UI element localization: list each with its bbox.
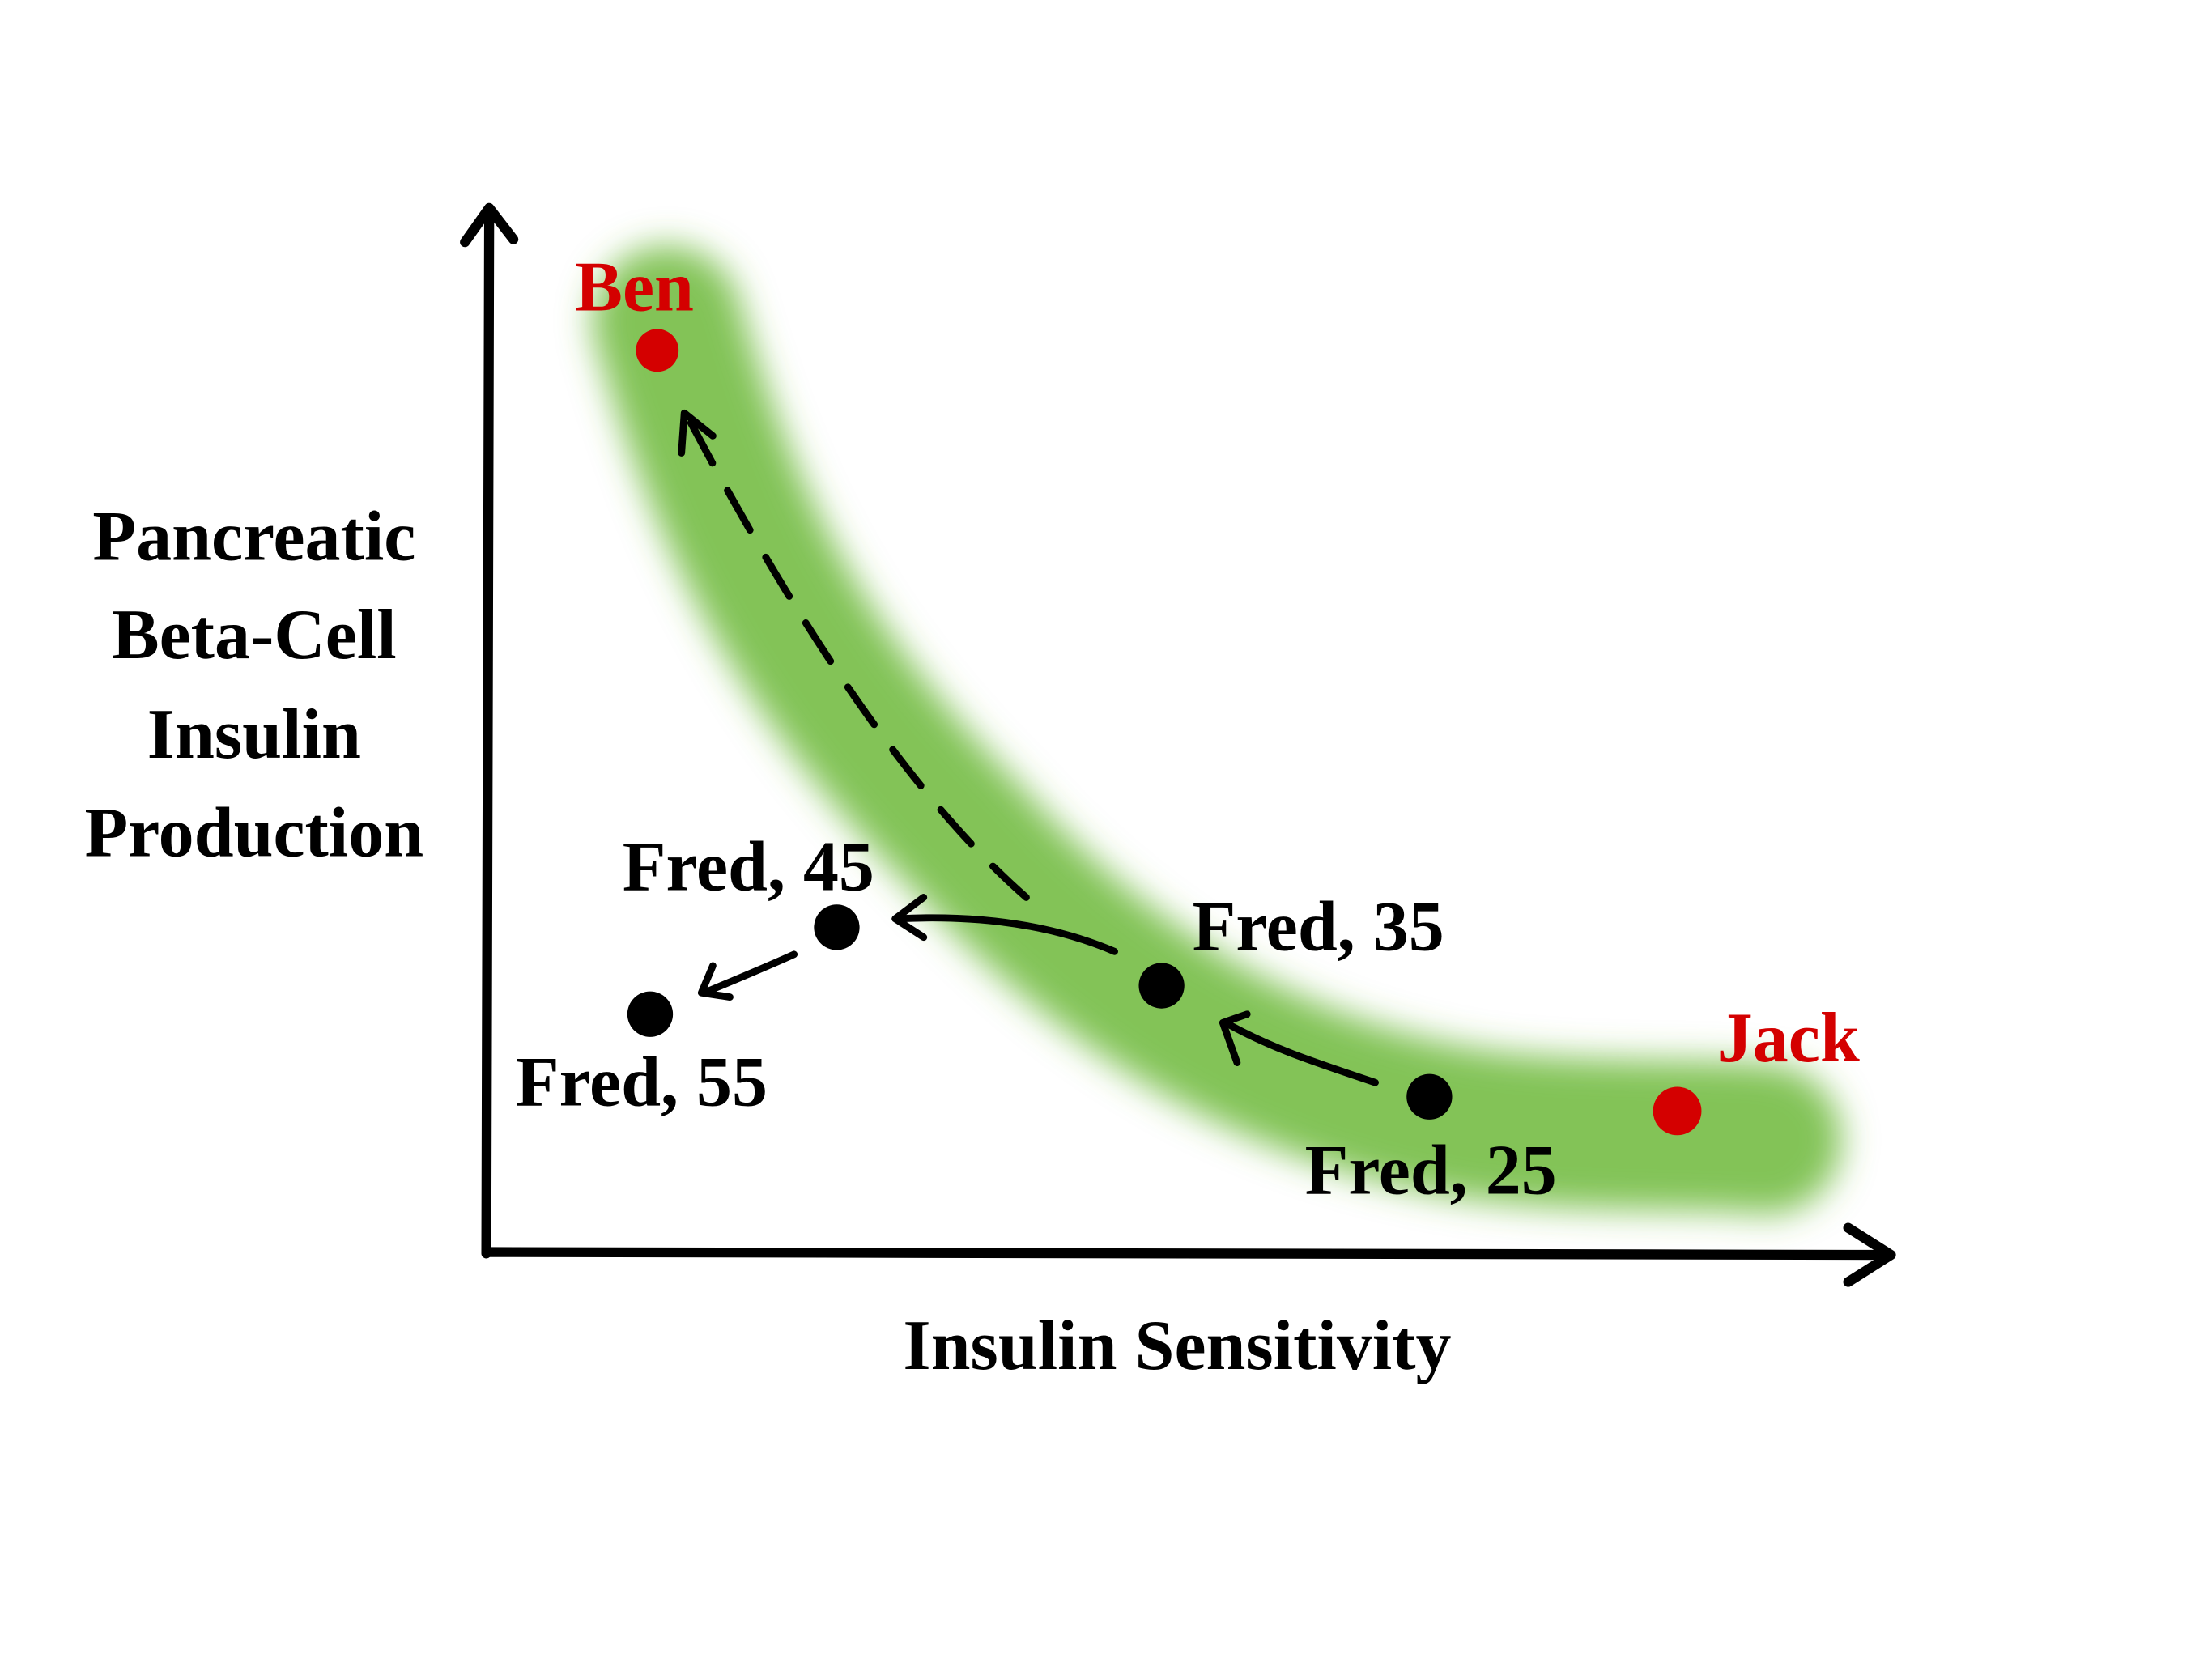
point-ben: [636, 329, 679, 372]
y-axis-label-line: Insulin: [147, 695, 361, 774]
arrow-fred25-to-fred35: [1219, 1010, 1379, 1086]
optimal-curve-band: [592, 245, 1842, 1214]
label-fred-35: Fred, 35: [1193, 888, 1444, 967]
point-fred-35: [1138, 963, 1185, 1009]
y-axis-label-line: Production: [84, 793, 423, 872]
point-fred-25: [1406, 1073, 1453, 1120]
point-jack: [1653, 1086, 1702, 1136]
y-axis-label: Pancreatic Beta-Cell Insulin Production: [84, 497, 423, 872]
label-fred-45: Fred, 45: [623, 828, 874, 907]
point-fred-55: [627, 991, 674, 1037]
dashed-arrow-to-ben: [678, 409, 1030, 901]
label-fred-25: Fred, 25: [1305, 1131, 1557, 1209]
label-ben: Ben: [575, 249, 694, 327]
x-axis: [481, 1222, 1896, 1287]
label-jack: Jack: [1717, 999, 1860, 1078]
y-axis: [460, 202, 519, 1259]
point-fred-45: [814, 904, 860, 950]
y-axis-label-line: Pancreatic: [92, 497, 415, 576]
arrow-fred35-to-fred45: [891, 894, 1118, 955]
x-axis-label: Insulin Sensitivity: [903, 1307, 1451, 1385]
label-fred-55: Fred, 55: [516, 1043, 768, 1121]
y-axis-label-line: Beta-Cell: [112, 596, 397, 674]
arrow-fred45-to-fred55: [697, 950, 798, 1001]
